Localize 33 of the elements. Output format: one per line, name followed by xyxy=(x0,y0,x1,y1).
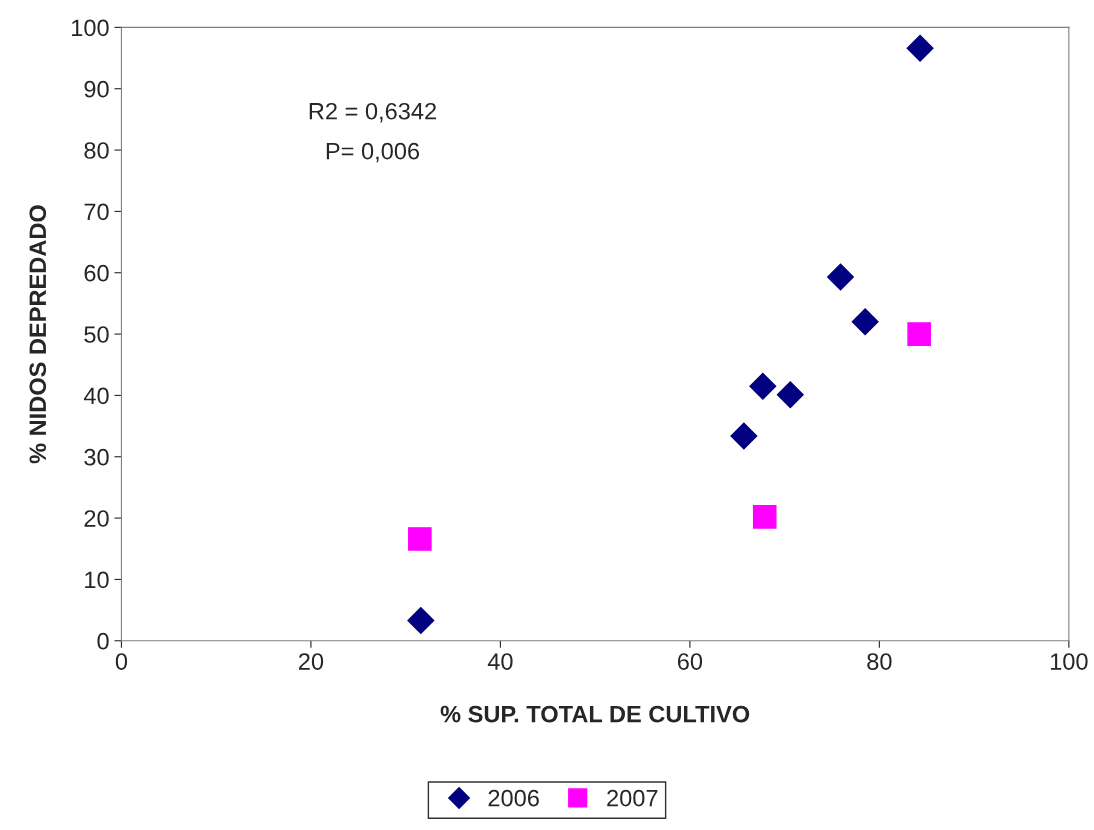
annotation: P= 0,006 xyxy=(326,142,420,163)
x-tick-label: 0 xyxy=(115,653,128,670)
y-tick-label: 40 xyxy=(83,387,109,405)
point xyxy=(749,372,777,400)
point xyxy=(851,308,879,336)
legend-label: 2007 xyxy=(607,789,658,807)
point xyxy=(408,527,432,551)
y-tick-label: 20 xyxy=(84,510,109,527)
y-tick-label: 0 xyxy=(97,632,109,650)
annotation: R2 = 0,6342 xyxy=(309,102,436,123)
y-tick-label: 90 xyxy=(84,80,109,98)
point xyxy=(827,263,854,291)
y-axis-title: % NIDOS DEPREDADO xyxy=(29,205,47,464)
y-tick-label: 30 xyxy=(84,448,109,466)
x-tick-label: 80 xyxy=(867,653,892,670)
x-axis-title: % SUP. TOTAL DE CULTIVO xyxy=(440,705,750,723)
y-tick-label: 100 xyxy=(72,19,109,37)
legend-label: 2006 xyxy=(488,789,539,807)
x-tick-label: 20 xyxy=(298,653,324,670)
x-tick-label: 60 xyxy=(677,653,703,670)
y-tick-label: 10 xyxy=(85,571,109,589)
point xyxy=(906,34,934,62)
point xyxy=(752,505,777,529)
x-tick-label: 100 xyxy=(1050,653,1088,670)
y-tick-label: 60 xyxy=(84,264,109,282)
y-tick-label: 50 xyxy=(84,326,109,343)
point xyxy=(776,381,804,409)
y-tick-label: 80 xyxy=(84,142,109,159)
y-tick-label: 70 xyxy=(84,203,109,221)
point xyxy=(407,607,435,634)
x-tick-label: 40 xyxy=(487,653,513,670)
point xyxy=(730,422,758,450)
point xyxy=(907,322,931,346)
